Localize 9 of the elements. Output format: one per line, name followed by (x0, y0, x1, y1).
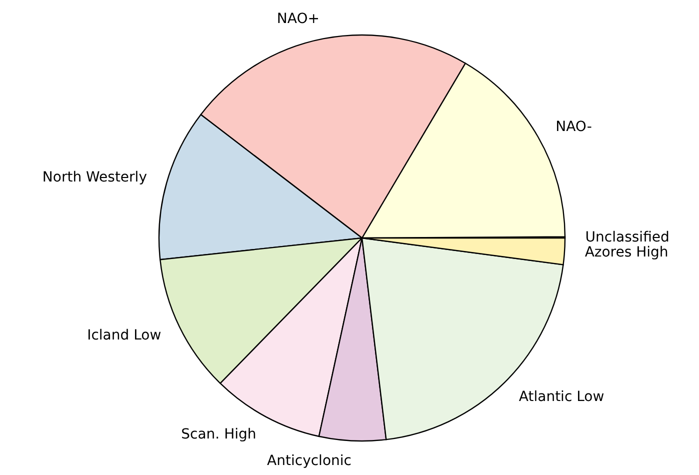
slice-label: Scan. High (181, 426, 256, 443)
slice-label: NAO+ (276, 10, 320, 27)
slice-label: Atlantic Low (518, 388, 604, 405)
slice-label: Anticyclonic (267, 453, 352, 470)
slice-label: North Westerly (42, 170, 147, 186)
slice-label: Azores High (584, 244, 668, 261)
slice-label: Unclassified (585, 229, 670, 246)
slice-label: NAO- (556, 118, 592, 135)
slice-label: Icland Low (87, 328, 162, 344)
